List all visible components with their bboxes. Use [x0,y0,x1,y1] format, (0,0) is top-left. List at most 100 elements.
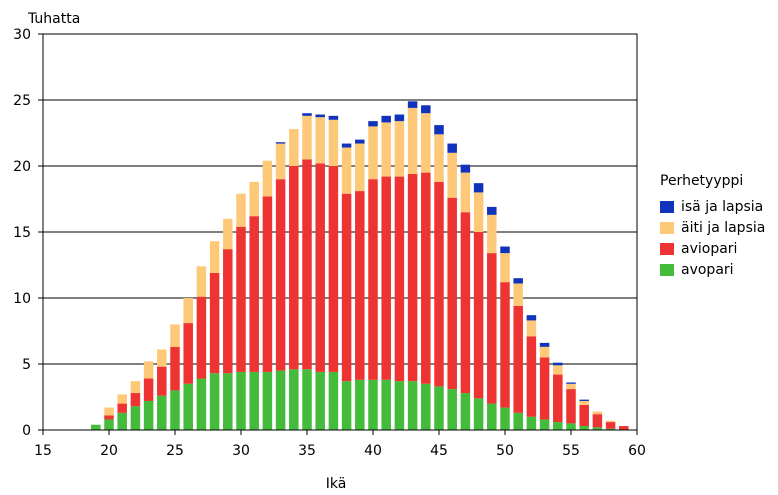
bar-23-series-1 [143,378,154,401]
bar-50-series-2 [500,253,510,283]
bar-55-series-0 [566,423,576,430]
bar-53-series-3 [539,342,550,347]
bar-40-series-0 [368,379,378,430]
bar-32-series-0 [262,371,273,430]
bar-41-series-1 [381,176,391,380]
bar-33-series-1 [275,179,286,371]
bar-49-series-2 [487,214,497,254]
bar-50-series-0 [500,407,510,430]
x-tick-label-55: 55 [562,443,580,459]
bar-27-series-0 [196,378,207,430]
bar-26-series-2 [183,298,193,324]
bar-35-series-0 [302,369,312,430]
bar-34-series-1 [289,166,299,370]
bar-51-series-3 [513,278,523,284]
bar-47-series-1 [460,212,471,394]
bar-56-series-0 [579,426,589,430]
bar-47-series-0 [460,393,471,430]
bar-23-series-2 [143,361,154,379]
legend-label: isä ja lapsia [681,198,764,215]
bar-48-series-1 [473,232,484,399]
x-tick-label-45: 45 [430,443,448,459]
bar-38-series-3 [341,143,352,148]
bar-36-series-0 [315,371,325,430]
legend-item: äiti ja lapsia [660,217,765,238]
legend-title: Perhetyyppi [660,173,744,189]
x-axis-label: Ikä [326,476,347,492]
bar-45-series-1 [434,181,444,387]
bar-39-series-3 [355,139,365,144]
bar-53-series-0 [539,419,550,430]
bar-23-series-0 [143,400,154,430]
bar-43-series-0 [407,381,418,430]
x-tick-label-20: 20 [100,443,118,459]
bar-37-series-0 [328,371,339,430]
bar-33-series-2 [275,143,286,180]
bar-52-series-2 [526,320,537,337]
bar-34-series-2 [289,129,299,166]
bar-39-series-0 [355,379,365,430]
bar-31-series-1 [249,216,259,372]
bar-59-series-1 [619,426,629,430]
bar-33-series-0 [275,370,286,430]
bar-41-series-2 [381,122,391,177]
bar-24-series-2 [157,349,167,367]
bar-33-series-3 [275,142,286,144]
bar-36-series-2 [315,117,325,164]
bar-51-series-0 [513,412,523,430]
bar-54-series-2 [553,365,563,375]
x-tick-labels: 15 20 25 30 35 40 45 50 55 60 [34,430,646,459]
bar-58-series-1 [605,422,616,429]
legend-items: isä ja lapsia äiti ja lapsia aviopari avopa… [660,196,765,280]
bar-53-series-1 [539,357,550,420]
bar-44-series-0 [421,383,431,430]
bar-58-series-2 [605,420,616,423]
bar-42-series-0 [394,381,405,430]
bar-37-series-1 [328,166,339,372]
bar-19-series-0 [91,424,101,430]
bar-29-series-1 [223,249,233,374]
bar-42-series-3 [394,114,405,122]
bar-47-series-3 [460,164,471,173]
legend-swatch [660,221,674,234]
bar-42-series-2 [394,121,405,177]
bar-38-series-0 [341,381,352,430]
bar-37-series-2 [328,119,339,166]
bar-22-series-2 [130,381,141,394]
bar-47-series-2 [460,172,471,213]
legend-label: avopari [681,261,734,278]
bar-38-series-1 [341,193,352,382]
bar-45-series-0 [434,386,444,430]
x-tick-label-50: 50 [496,443,514,459]
y-tick-labels: 0 5 10 15 20 25 30 [13,27,43,439]
bar-57-series-1 [592,414,603,428]
bar-29-series-0 [223,373,233,430]
bar-56-series-1 [579,404,589,427]
bar-51-series-1 [513,305,523,413]
bar-40-series-1 [368,179,378,380]
bar-48-series-2 [473,192,484,232]
bar-39-series-2 [355,143,365,192]
x-tick-label-40: 40 [364,443,382,459]
bar-25-series-1 [170,346,180,391]
x-tick-label-35: 35 [298,443,316,459]
bar-20-series-1 [104,415,114,420]
bar-40-series-3 [368,121,378,127]
bar-21-series-1 [117,403,127,413]
bar-45-series-2 [434,134,444,182]
bar-34-series-0 [289,369,299,430]
bar-46-series-3 [447,143,457,153]
bar-44-series-3 [421,105,431,114]
bar-40-series-2 [368,126,378,180]
bar-43-series-3 [407,101,418,108]
bar-49-series-0 [487,403,497,430]
x-tick-label-15: 15 [34,443,52,459]
x-tick-label-25: 25 [166,443,184,459]
x-tick-label-30: 30 [232,443,250,459]
x-tick-label-60: 60 [628,443,646,459]
bar-30-series-0 [236,371,246,430]
bar-35-series-3 [302,113,312,116]
bar-28-series-1 [209,272,220,374]
bar-30-series-1 [236,226,246,372]
